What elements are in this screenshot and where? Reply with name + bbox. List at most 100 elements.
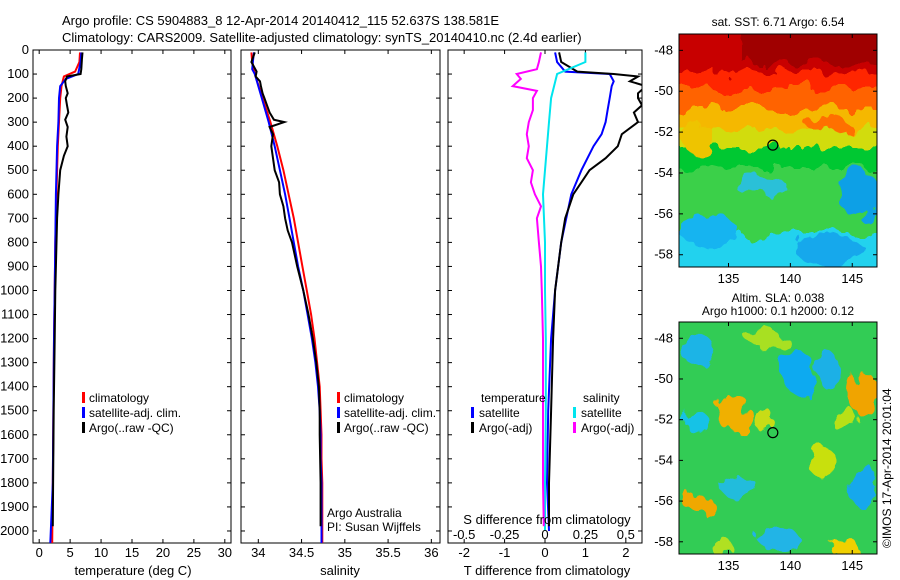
depth-tick-label: 2000 bbox=[0, 523, 29, 538]
depth-tick-label: 0 bbox=[22, 42, 29, 57]
x-tick-label: 1 bbox=[582, 545, 589, 560]
x-tick-label: 34.5 bbox=[289, 545, 314, 560]
legend-label-s-satellite: satellite bbox=[581, 406, 622, 420]
depth-tick-label: 200 bbox=[7, 90, 29, 105]
temperature-panel: 0100200300400500600700800900100011001200… bbox=[0, 42, 232, 578]
difference-legend: temperature satellite Argo(-adj) salinit… bbox=[471, 391, 634, 435]
imos-timestamp: ©IMOS 17-Apr-2014 20:01:04 bbox=[880, 388, 894, 548]
lat-tick-label: -50 bbox=[654, 371, 673, 386]
lat-tick-label: -48 bbox=[654, 42, 673, 57]
sla-map-title-line2: Argo h1000: 0.1 h2000: 0.12 bbox=[702, 304, 854, 318]
figure-title-line2: Climatology: CARS2009. Satellite-adjuste… bbox=[62, 30, 582, 45]
x-tick-label: 35 bbox=[338, 545, 352, 560]
depth-tick-label: 800 bbox=[7, 234, 29, 249]
sst-map-image bbox=[679, 34, 877, 267]
depth-tick-label: 1900 bbox=[0, 499, 29, 514]
x-tick-label: 15 bbox=[125, 545, 139, 560]
argo-adj--line bbox=[510, 52, 545, 527]
sla-map-panel: Altim. SLA: 0.038 Argo h1000: 0.1 h2000:… bbox=[654, 291, 878, 573]
lon-tick-label: 140 bbox=[780, 271, 802, 286]
depth-axis: 0 100 200 300 400 500 600 700 800 900 1000 1100 1200… bbox=[0, 42, 231, 538]
sla-map-title-line1: Altim. SLA: 0.038 bbox=[732, 291, 825, 305]
salinity-axes-frame bbox=[240, 49, 441, 544]
legend-title-salinity: salinity bbox=[583, 391, 620, 405]
depth-tick-label: 1200 bbox=[0, 331, 29, 346]
x-tick-label: 20 bbox=[156, 545, 170, 560]
depth-tick-label: 1600 bbox=[0, 427, 29, 442]
difference-x-axis: -2 -1 0 1 2 bbox=[458, 50, 629, 560]
sst-map-lon-axis: 135 140 145 bbox=[718, 34, 863, 286]
credit-line1: Argo Australia bbox=[327, 506, 402, 520]
lon-tick-label: 145 bbox=[841, 558, 863, 573]
depth-tick-label: 1800 bbox=[0, 475, 29, 490]
legend-swatch-climatology bbox=[82, 392, 85, 403]
legend-swatch-satellite bbox=[82, 407, 85, 418]
sst-map-panel: sat. SST: 6.71 Argo: 6.54 bbox=[654, 15, 878, 286]
legend-label-satellite: satellite-adj. clim. bbox=[344, 406, 436, 420]
x-tick-label: 0 bbox=[36, 545, 43, 560]
temperature-x-axis: 0 5 10 15 20 25 30 bbox=[36, 50, 232, 560]
legend-swatch-t-satellite bbox=[471, 407, 474, 418]
lon-tick-label: 135 bbox=[718, 558, 740, 573]
lat-tick-label: -58 bbox=[654, 247, 673, 262]
lon-tick-label: 135 bbox=[718, 271, 740, 286]
lat-tick-label: -58 bbox=[654, 534, 673, 549]
salinity-x-axis: 34 34.5 35 35.5 36 bbox=[251, 50, 439, 560]
legend-swatch-argo bbox=[82, 422, 85, 433]
sla-map-image bbox=[679, 322, 877, 554]
s-difference-label: S difference from climatology bbox=[463, 512, 631, 527]
x-tick-label: 5 bbox=[67, 545, 74, 560]
difference-depth-ticks bbox=[448, 49, 642, 532]
x-tick-label: 10 bbox=[94, 545, 108, 560]
depth-tick-label: 500 bbox=[7, 162, 29, 177]
climatology-line bbox=[250, 52, 324, 543]
x-tick-label: 30 bbox=[218, 545, 232, 560]
legend-swatch-satellite bbox=[337, 407, 340, 418]
x-tick-label: 35.5 bbox=[375, 545, 400, 560]
depth-tick-label: 1400 bbox=[0, 379, 29, 394]
lat-tick-label: -52 bbox=[654, 124, 673, 139]
legend-label-argo: Argo(..raw -QC) bbox=[89, 421, 174, 435]
s-difference-tick-labels: -0.5 -0.25 0 0.25 0.5 bbox=[453, 527, 635, 542]
depth-tick-label: 1100 bbox=[1, 307, 29, 322]
depth-tick-label: 700 bbox=[7, 210, 29, 225]
legend-swatch-s-argo bbox=[573, 422, 576, 433]
depth-tick-label: 300 bbox=[7, 114, 29, 129]
sla-map-frame bbox=[678, 321, 878, 555]
x-tick-label: -2 bbox=[458, 545, 470, 560]
depth-tick-label: 400 bbox=[7, 138, 29, 153]
legend-swatch-argo bbox=[337, 422, 340, 433]
legend-swatch-t-argo bbox=[471, 422, 474, 433]
temperature-lines bbox=[49, 52, 84, 543]
climatology-line bbox=[51, 52, 81, 543]
argo-raw-qc--line bbox=[250, 52, 322, 527]
sla-map-lat-axis: -48 -50 -52 -54 -56 -58 bbox=[654, 330, 877, 549]
salinity-depth-ticks bbox=[241, 49, 440, 532]
sst-map-frame bbox=[678, 33, 878, 268]
legend-label-s-argo: Argo(-adj) bbox=[581, 421, 634, 435]
credit-line2: PI: Susan Wijffels bbox=[327, 520, 421, 534]
lat-tick-label: -48 bbox=[654, 330, 673, 345]
satellite-adj-clim--line bbox=[251, 52, 323, 543]
argo-float-marker bbox=[767, 139, 779, 151]
s-tick-label: 0.25 bbox=[573, 527, 598, 542]
lat-tick-label: -50 bbox=[654, 83, 673, 98]
x-tick-label: 0 bbox=[541, 545, 548, 560]
legend-label-climatology: climatology bbox=[344, 391, 404, 405]
s-tick-label: -0.5 bbox=[453, 527, 475, 542]
s-tick-label: 0.5 bbox=[617, 527, 635, 542]
x-tick-label: -1 bbox=[499, 545, 511, 560]
salinity-x-label: salinity bbox=[320, 563, 360, 578]
salinity-panel: 34 34.5 35 35.5 36 salinity climatology sate… bbox=[240, 49, 441, 578]
lat-tick-label: -56 bbox=[654, 206, 673, 221]
legend-label-satellite: satellite-adj. clim. bbox=[89, 406, 181, 420]
depth-tick-label: 1300 bbox=[0, 355, 29, 370]
sla-map-lon-axis: 135 140 145 bbox=[718, 322, 863, 573]
sst-map-lat-axis: -48 -50 -52 -54 -56 -58 bbox=[654, 42, 877, 262]
s-tick-label: 0 bbox=[541, 527, 548, 542]
legend-swatch-climatology bbox=[337, 392, 340, 403]
x-tick-label: 34 bbox=[251, 545, 265, 560]
lat-tick-label: -52 bbox=[654, 412, 673, 427]
lon-tick-label: 140 bbox=[780, 558, 802, 573]
temperature-axes-frame bbox=[32, 49, 232, 544]
